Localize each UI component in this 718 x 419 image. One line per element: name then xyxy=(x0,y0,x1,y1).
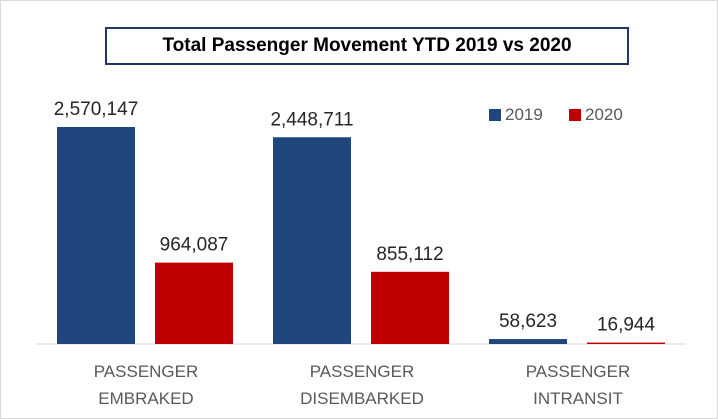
legend-label: 2019 xyxy=(505,105,543,124)
bar xyxy=(155,262,233,344)
data-label: 855,112 xyxy=(376,244,443,265)
bar xyxy=(273,137,351,344)
data-label: 58,623 xyxy=(499,311,557,332)
bar xyxy=(489,339,567,344)
legend-swatch xyxy=(569,109,581,121)
x-tick-label: PASSENGER INTRANSIT xyxy=(525,362,631,408)
bar xyxy=(587,342,665,344)
bar xyxy=(57,127,135,344)
chart-title: Total Passenger Movement YTD 2019 vs 202… xyxy=(105,27,629,65)
data-label: 964,087 xyxy=(160,235,229,256)
data-label: 16,944 xyxy=(597,315,656,336)
legend-swatch xyxy=(489,109,501,121)
x-tick-label: PASSENGER EMBRAKED xyxy=(93,362,199,408)
bar xyxy=(371,271,449,344)
data-label: 2,570,147 xyxy=(54,99,139,120)
legend-label: 2020 xyxy=(585,105,623,124)
x-tick-label: PASSENGER DISEMBARKED xyxy=(300,362,424,408)
data-label: 2,448,711 xyxy=(270,109,353,130)
